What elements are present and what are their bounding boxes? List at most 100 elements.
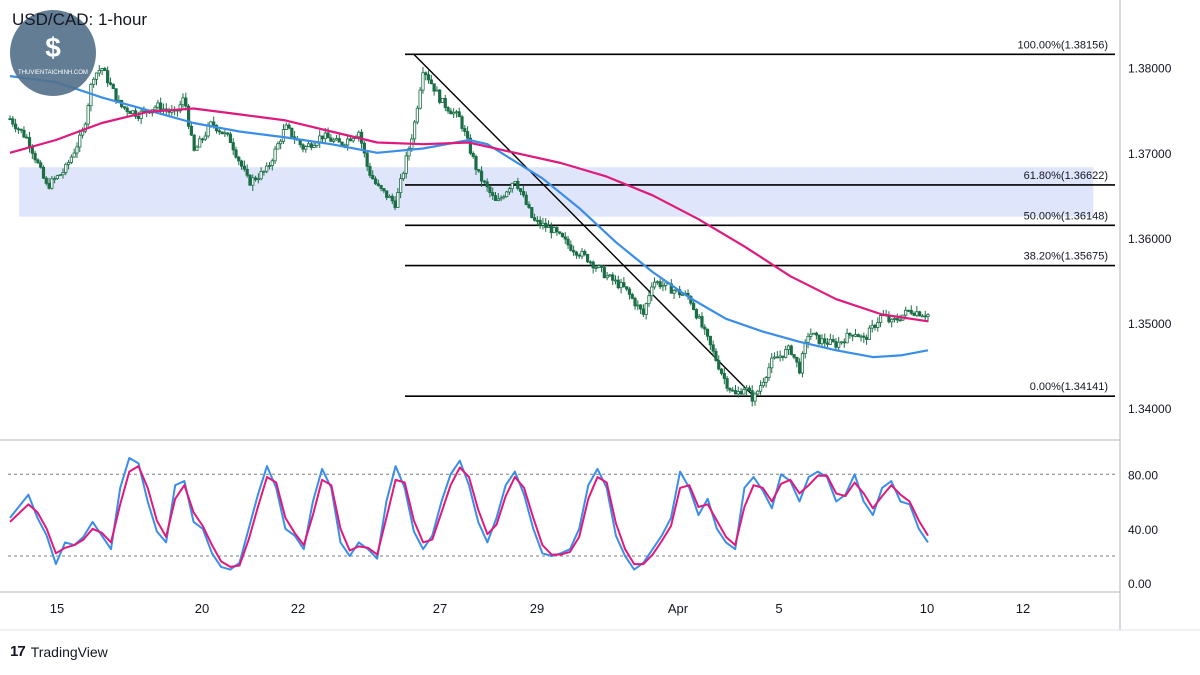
candle-body [750,390,754,402]
candle-body [92,78,96,85]
candle-body [192,134,196,151]
candle-body [482,180,486,183]
candle-body [19,128,23,131]
candle-body [513,180,517,184]
candle-body [904,309,908,316]
candle-body [814,332,818,336]
candle-body [895,318,899,321]
candle-body [873,324,877,328]
candle-body [516,180,520,189]
candle-body [106,70,110,84]
candle-body [697,316,701,319]
time-tick-label: 20 [195,601,209,616]
candle-body [122,106,127,109]
candle-body [767,367,771,378]
support-zone [19,167,1094,217]
candle-body [728,387,732,391]
candle-body [94,72,99,80]
candle-body [237,156,241,162]
candle-body [798,361,802,374]
candle-body [647,295,651,305]
candle-body [449,110,453,115]
candle-body [340,141,344,146]
candle-body [159,102,163,112]
candle-body [491,192,495,196]
candle-body [574,251,579,256]
candle-body [619,282,623,289]
candle-body [848,332,852,336]
candle-body [220,131,224,135]
candle-body [630,294,634,299]
candle-body [457,111,461,118]
candle-body [460,116,464,129]
candle-body [591,261,595,269]
candle-body [839,341,844,344]
candle-body [346,138,350,146]
candle-body [334,138,339,141]
candle-body [828,339,832,345]
candle-body [664,282,668,286]
candle-body [203,135,207,140]
candle-body [920,315,925,318]
candle-body [488,186,492,193]
candle-body [80,130,85,136]
candle-body [694,309,699,319]
candle-body [786,345,791,350]
candle-body [499,197,503,200]
stoch-d-line [9,465,929,568]
candle-body [212,121,216,126]
candle-body [733,390,738,395]
candle-body [544,222,548,228]
candle-body [284,124,288,130]
candle-body [200,138,205,141]
candle-body [876,322,880,328]
candle-body [923,315,927,318]
candle-body [136,115,140,119]
candle-body [25,136,29,139]
candle-body [256,178,260,181]
candle-body [530,207,534,218]
candle-body [64,163,68,173]
watermark-badge: $ THUVIENTAICHINH.COM [10,10,96,96]
candle-body [421,72,425,91]
candle-body [622,282,626,288]
watermark-text: THUVIENTAICHINH.COM [18,70,88,76]
candle-body [558,231,562,234]
stoch-tick-label: 40.00 [1128,523,1158,537]
candle-body [365,152,369,167]
candle-body [156,102,160,108]
tradingview-branding[interactable]: 17 TradingView [10,643,108,660]
candle-body [890,318,894,323]
candle-body [226,132,230,135]
candle-body [100,68,104,71]
candle-body [22,129,26,138]
price-tick-label: 1.38000 [1128,62,1172,76]
candle-body [496,198,500,201]
fib-level-label: 61.80%(1.36622) [1024,170,1108,182]
candle-body [569,244,573,251]
candle-body [382,188,386,192]
candle-body [404,155,408,174]
candle-body [301,144,305,150]
candle-body [680,294,685,296]
candle-body [594,267,598,269]
candle-body [853,334,858,337]
candle-body [262,170,266,173]
candle-body [385,190,389,198]
candle-body [552,227,556,234]
candle-body [555,227,559,233]
candle-body [368,166,372,176]
candle-body [287,124,291,129]
candle-body [217,130,221,133]
candle-body [279,140,283,145]
candle-body [309,143,313,148]
candle-body [809,333,813,337]
candle-body [792,354,796,358]
chart-title: USD/CAD: 1-hour [12,10,148,29]
time-tick-label: 12 [1016,601,1030,616]
candle-body [725,378,729,389]
candle-body [223,132,227,135]
candle-body [50,178,54,189]
candle-body [747,387,752,392]
